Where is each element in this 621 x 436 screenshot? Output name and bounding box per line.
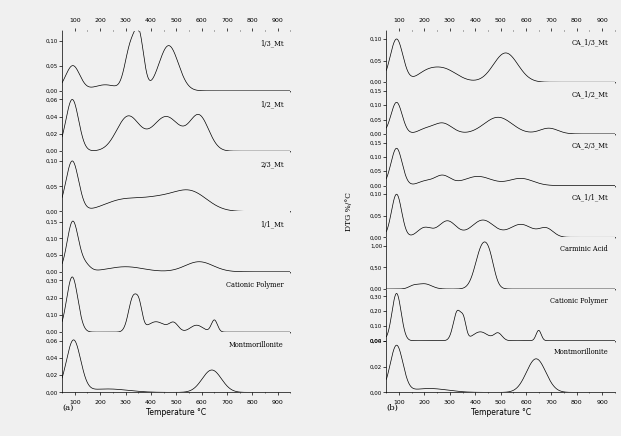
Text: 2/3_Mt: 2/3_Mt	[260, 160, 284, 168]
Text: 1/3_Mt: 1/3_Mt	[260, 40, 284, 48]
X-axis label: Temperature °C: Temperature °C	[471, 408, 531, 417]
Text: DTG %/°C: DTG %/°C	[345, 192, 353, 231]
Text: CA_2/3_Mt: CA_2/3_Mt	[571, 142, 608, 150]
Text: Carminic Acid: Carminic Acid	[560, 245, 608, 253]
Text: Montmorillonite: Montmorillonite	[553, 348, 608, 357]
Text: 1/2_Mt: 1/2_Mt	[260, 100, 284, 108]
Text: Montmorillonite: Montmorillonite	[229, 341, 284, 349]
X-axis label: Temperature °C: Temperature °C	[146, 408, 206, 417]
Text: CA_1/3_Mt: CA_1/3_Mt	[571, 38, 608, 46]
Text: CA_1/2_Mt: CA_1/2_Mt	[571, 90, 608, 98]
Text: Cationic Polymer: Cationic Polymer	[550, 297, 608, 305]
Text: (b): (b)	[386, 404, 398, 412]
Text: CA_1/1_Mt: CA_1/1_Mt	[571, 194, 608, 201]
Text: (a): (a)	[62, 404, 73, 412]
Text: Cationic Polymer: Cationic Polymer	[226, 281, 284, 289]
Text: 1/1_Mt: 1/1_Mt	[260, 221, 284, 228]
